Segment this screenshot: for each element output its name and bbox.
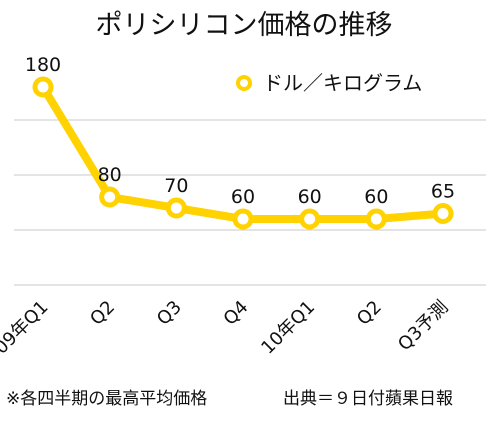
data-point	[432, 203, 454, 224]
data-point	[365, 208, 387, 230]
x-tick-label: Q2	[353, 297, 386, 330]
data-points	[32, 76, 454, 230]
x-tick-labels: 09年Q1 Q2 Q3 Q4 10年Q1 Q2 Q3予測	[0, 297, 453, 359]
x-tick-label: 09年Q1	[0, 297, 53, 359]
data-point	[32, 76, 54, 98]
footnote-source: 出典＝９日付蘋果日報	[283, 389, 453, 409]
x-tick-label: Q2	[86, 297, 119, 330]
data-label: 60	[298, 186, 322, 208]
legend-label: ドル／キログラム	[263, 71, 422, 95]
data-point	[299, 208, 321, 230]
data-label: 80	[98, 164, 122, 186]
x-tick-label: Q3	[153, 297, 186, 330]
chart-title: ポリシリコン価格の推移	[96, 10, 393, 41]
x-tick-label: Q3予測	[394, 297, 452, 355]
data-point	[165, 197, 187, 219]
legend-marker	[236, 75, 252, 91]
data-label: 60	[364, 186, 388, 208]
legend: ドル／キログラム	[236, 71, 422, 95]
data-point	[99, 186, 121, 208]
data-labels: 180 80 70 60 60 60 65	[25, 54, 455, 208]
data-label: 180	[25, 54, 61, 76]
data-label: 60	[231, 186, 255, 208]
x-tick-label: Q4	[220, 297, 253, 330]
data-label: 70	[164, 175, 188, 197]
x-tick-label: 10年Q1	[257, 297, 319, 359]
footnote-source-basis: ※各四半期の最高平均価格	[6, 389, 208, 409]
data-label: 65	[431, 181, 455, 203]
data-point	[232, 208, 254, 230]
